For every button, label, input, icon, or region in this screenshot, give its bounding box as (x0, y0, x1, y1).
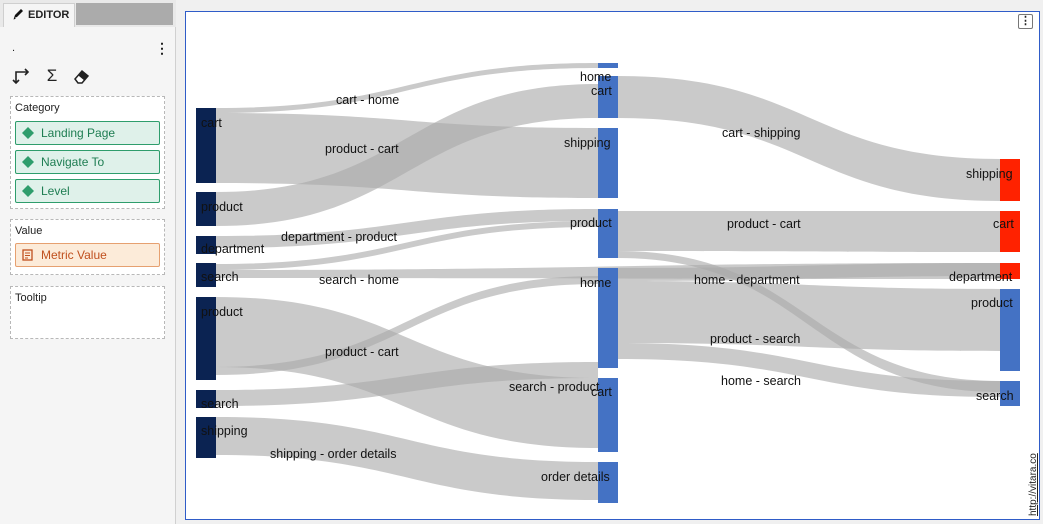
category-pill-level[interactable]: Level (15, 179, 160, 203)
tab-editor-label: EDITOR (28, 9, 70, 21)
chart-menu-icon[interactable]: ⋮ (1018, 14, 1033, 29)
tab-editor[interactable]: EDITOR (3, 3, 75, 27)
panel-menu-icon[interactable]: ⋮ (155, 40, 169, 56)
value-dropzone[interactable]: Value Metric Value (10, 219, 165, 275)
pill-label: Landing Page (41, 126, 116, 140)
pill-label: Level (41, 184, 70, 198)
axis-swap-icon[interactable] (12, 66, 32, 86)
value-title: Value (15, 225, 43, 237)
tooltip-dropzone[interactable]: Tooltip (10, 286, 165, 339)
pill-label: Metric Value (41, 248, 107, 262)
category-pill-landing-page[interactable]: Landing Page (15, 121, 160, 145)
diamond-icon (22, 185, 34, 197)
pill-label: Navigate To (41, 155, 105, 169)
value-pill-metric-value[interactable]: Metric Value (15, 243, 160, 267)
tab-inactive[interactable] (76, 3, 173, 25)
panel-dot-label: . (12, 42, 16, 54)
pencil-icon (13, 9, 23, 20)
diamond-icon (22, 156, 34, 168)
sigma-icon[interactable]: Σ (46, 66, 58, 85)
tooltip-title: Tooltip (15, 292, 47, 304)
watermark-link[interactable]: http://vitara.co (1028, 453, 1039, 516)
category-dropzone[interactable]: Category Landing Page Navigate To Level (10, 96, 165, 209)
category-title: Category (15, 102, 60, 114)
chart-frame (185, 11, 1040, 520)
eraser-icon[interactable] (72, 66, 92, 86)
tab-strip: EDITOR (0, 0, 176, 27)
metric-icon (22, 249, 33, 261)
category-pill-navigate-to[interactable]: Navigate To (15, 150, 160, 174)
diamond-icon (22, 127, 34, 139)
editor-panel: EDITOR . ⋮ Σ Category Landing Page Navig… (0, 0, 176, 524)
